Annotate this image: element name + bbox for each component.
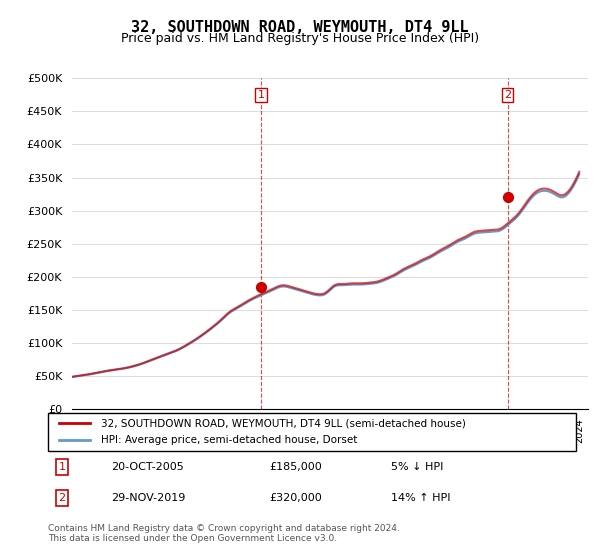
- FancyBboxPatch shape: [48, 413, 576, 451]
- Text: 29-NOV-2019: 29-NOV-2019: [112, 493, 186, 503]
- Text: 1: 1: [59, 462, 65, 472]
- Text: £320,000: £320,000: [270, 493, 323, 503]
- Text: HPI: Average price, semi-detached house, Dorset: HPI: Average price, semi-detached house,…: [101, 435, 357, 445]
- Text: 32, SOUTHDOWN ROAD, WEYMOUTH, DT4 9LL: 32, SOUTHDOWN ROAD, WEYMOUTH, DT4 9LL: [131, 20, 469, 35]
- Text: Contains HM Land Registry data © Crown copyright and database right 2024.
This d: Contains HM Land Registry data © Crown c…: [48, 524, 400, 543]
- Text: 1: 1: [257, 90, 265, 100]
- Text: 20-OCT-2005: 20-OCT-2005: [112, 462, 184, 472]
- Text: Price paid vs. HM Land Registry's House Price Index (HPI): Price paid vs. HM Land Registry's House …: [121, 32, 479, 45]
- Text: 32, SOUTHDOWN ROAD, WEYMOUTH, DT4 9LL (semi-detached house): 32, SOUTHDOWN ROAD, WEYMOUTH, DT4 9LL (s…: [101, 418, 466, 428]
- Point: [256, 282, 266, 291]
- Point: [503, 193, 512, 202]
- Text: £185,000: £185,000: [270, 462, 323, 472]
- Text: 2: 2: [59, 493, 65, 503]
- Text: 5% ↓ HPI: 5% ↓ HPI: [391, 462, 443, 472]
- Text: 14% ↑ HPI: 14% ↑ HPI: [391, 493, 451, 503]
- Text: 2: 2: [504, 90, 511, 100]
